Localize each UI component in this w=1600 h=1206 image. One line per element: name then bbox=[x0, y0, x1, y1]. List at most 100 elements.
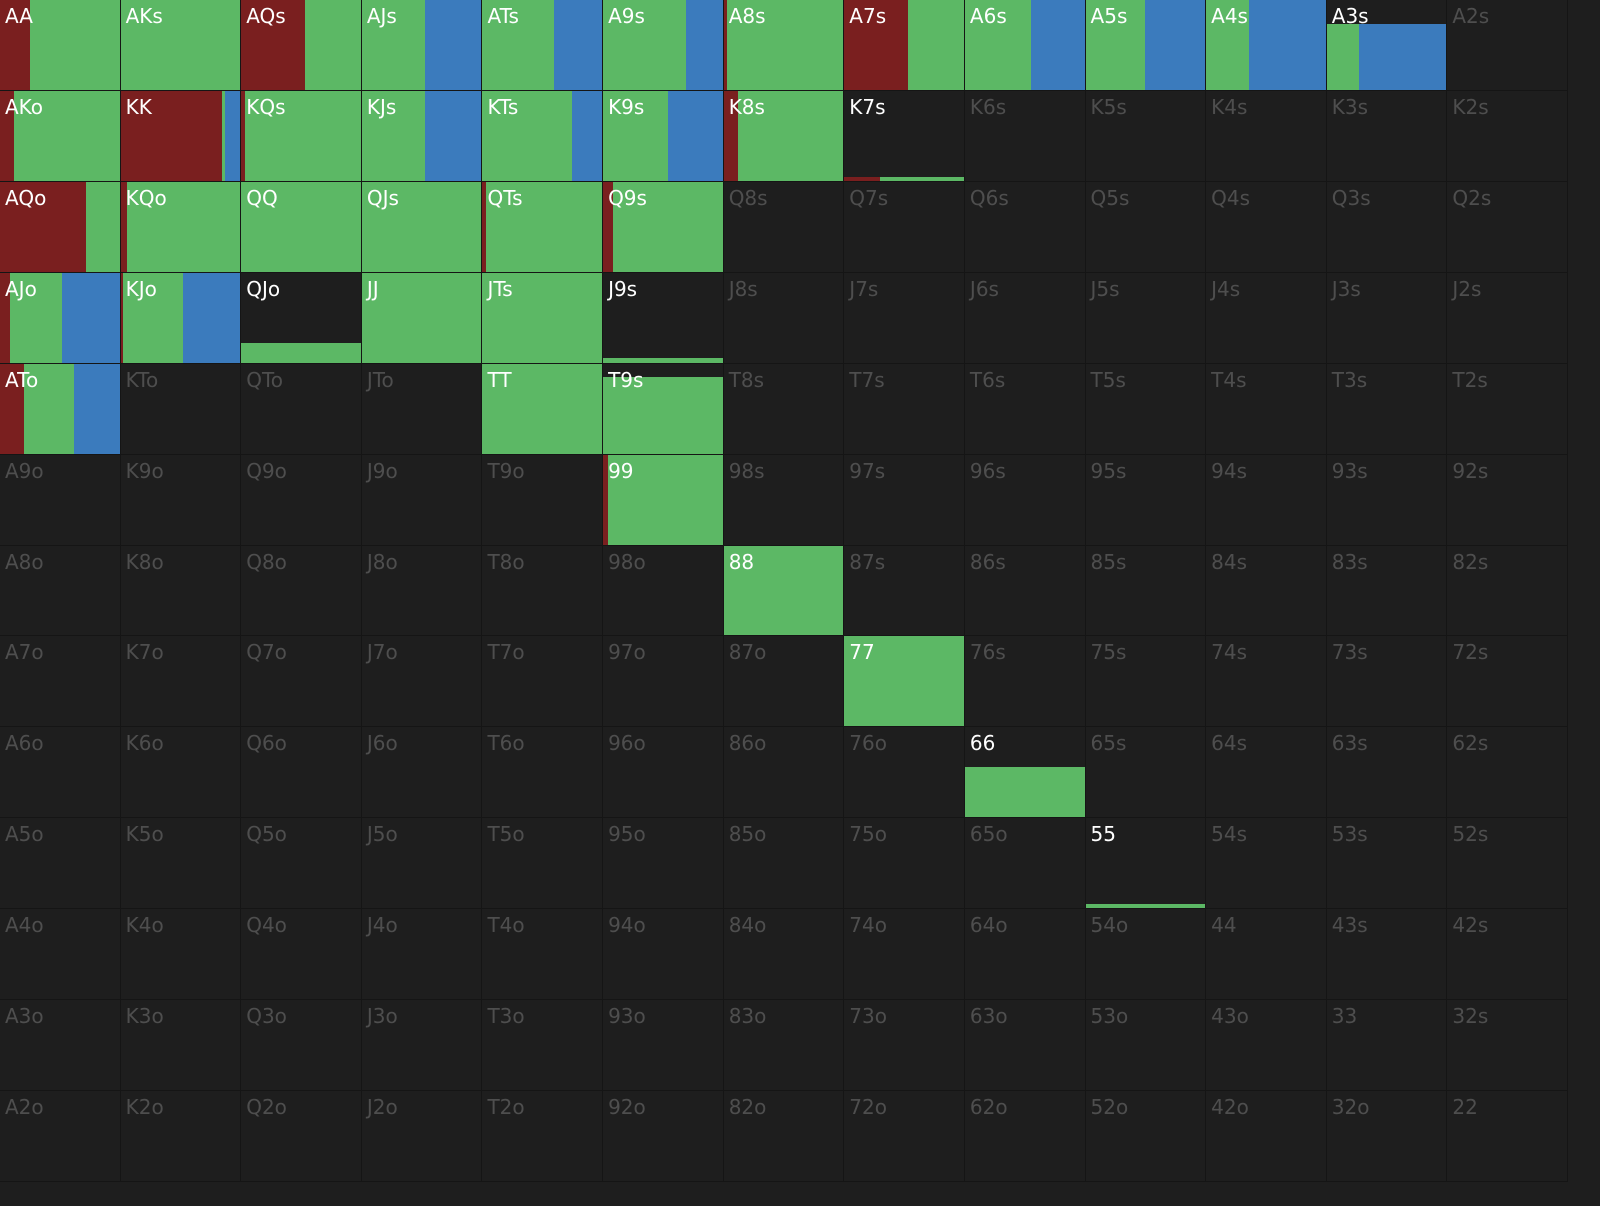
hand-cell-t3s[interactable]: T3s bbox=[1326, 363, 1448, 455]
hand-cell-kqs[interactable]: KQs bbox=[241, 90, 362, 182]
hand-cell-k9s[interactable]: K9s bbox=[603, 90, 724, 182]
hand-cell-kjs[interactable]: KJs bbox=[361, 90, 483, 182]
hand-cell-j4s[interactable]: J4s bbox=[1206, 272, 1327, 364]
hand-cell-84s[interactable]: 84s bbox=[1206, 545, 1327, 637]
hand-cell-t8s[interactable]: T8s bbox=[723, 363, 845, 455]
hand-cell-a4o[interactable]: A4o bbox=[0, 909, 121, 1001]
hand-cell-64o[interactable]: 64o bbox=[964, 909, 1086, 1001]
hand-cell-a6s[interactable]: A6s bbox=[964, 0, 1086, 91]
hand-cell-qjo[interactable]: QJo bbox=[241, 272, 362, 364]
hand-cell-j6s[interactable]: J6s bbox=[964, 272, 1086, 364]
hand-cell-93s[interactable]: 93s bbox=[1326, 454, 1448, 546]
hand-cell-k4o[interactable]: K4o bbox=[120, 909, 242, 1001]
hand-cell-86s[interactable]: 86s bbox=[964, 545, 1086, 637]
hand-cell-qts[interactable]: QTs bbox=[482, 181, 604, 273]
hand-cell-ats[interactable]: ATs bbox=[482, 0, 604, 91]
hand-cell-t6o[interactable]: T6o bbox=[482, 727, 604, 819]
hand-cell-k9o[interactable]: K9o bbox=[120, 454, 242, 546]
hand-cell-k8s[interactable]: K8s bbox=[723, 90, 845, 182]
hand-cell-55[interactable]: 55 bbox=[1085, 818, 1207, 910]
hand-cell-t6s[interactable]: T6s bbox=[964, 363, 1086, 455]
hand-cell-k3o[interactable]: K3o bbox=[120, 1000, 242, 1092]
hand-cell-65o[interactable]: 65o bbox=[964, 818, 1086, 910]
hand-cell-62o[interactable]: 62o bbox=[964, 1091, 1086, 1182]
hand-cell-j7s[interactable]: J7s bbox=[844, 272, 965, 364]
hand-cell-65s[interactable]: 65s bbox=[1085, 727, 1207, 819]
hand-cell-a4s[interactable]: A4s bbox=[1206, 0, 1327, 91]
hand-cell-jts[interactable]: JTs bbox=[482, 272, 604, 364]
hand-cell-q9o[interactable]: Q9o bbox=[241, 454, 362, 546]
hand-cell-t5s[interactable]: T5s bbox=[1085, 363, 1207, 455]
hand-cell-k6o[interactable]: K6o bbox=[120, 727, 242, 819]
hand-cell-q8o[interactable]: Q8o bbox=[241, 545, 362, 637]
hand-cell-k7s[interactable]: K7s bbox=[844, 90, 965, 182]
hand-cell-94o[interactable]: 94o bbox=[603, 909, 724, 1001]
hand-cell-aqo[interactable]: AQo bbox=[0, 181, 121, 273]
hand-cell-q3s[interactable]: Q3s bbox=[1326, 181, 1448, 273]
hand-cell-a3o[interactable]: A3o bbox=[0, 1000, 121, 1092]
hand-cell-92o[interactable]: 92o bbox=[603, 1091, 724, 1182]
hand-cell-52o[interactable]: 52o bbox=[1085, 1091, 1207, 1182]
hand-cell-kk[interactable]: KK bbox=[120, 90, 242, 182]
hand-cell-a9s[interactable]: A9s bbox=[603, 0, 724, 91]
hand-cell-tt[interactable]: TT bbox=[482, 363, 604, 455]
hand-cell-jto[interactable]: JTo bbox=[361, 363, 483, 455]
hand-cell-73o[interactable]: 73o bbox=[844, 1000, 965, 1092]
hand-cell-k5o[interactable]: K5o bbox=[120, 818, 242, 910]
hand-cell-j2s[interactable]: J2s bbox=[1447, 272, 1568, 364]
hand-cell-73s[interactable]: 73s bbox=[1326, 636, 1448, 728]
hand-cell-q5s[interactable]: Q5s bbox=[1085, 181, 1207, 273]
hand-cell-t7s[interactable]: T7s bbox=[844, 363, 965, 455]
hand-cell-j5s[interactable]: J5s bbox=[1085, 272, 1207, 364]
hand-cell-qto[interactable]: QTo bbox=[241, 363, 362, 455]
hand-cell-a2o[interactable]: A2o bbox=[0, 1091, 121, 1182]
hand-cell-63o[interactable]: 63o bbox=[964, 1000, 1086, 1092]
hand-cell-j3s[interactable]: J3s bbox=[1326, 272, 1448, 364]
hand-cell-a6o[interactable]: A6o bbox=[0, 727, 121, 819]
hand-cell-97o[interactable]: 97o bbox=[603, 636, 724, 728]
hand-cell-74o[interactable]: 74o bbox=[844, 909, 965, 1001]
hand-cell-72s[interactable]: 72s bbox=[1447, 636, 1568, 728]
hand-cell-k6s[interactable]: K6s bbox=[964, 90, 1086, 182]
hand-cell-j8o[interactable]: J8o bbox=[361, 545, 483, 637]
hand-cell-k8o[interactable]: K8o bbox=[120, 545, 242, 637]
hand-cell-76s[interactable]: 76s bbox=[964, 636, 1086, 728]
hand-cell-j3o[interactable]: J3o bbox=[361, 1000, 483, 1092]
hand-cell-aqs[interactable]: AQs bbox=[241, 0, 362, 91]
hand-cell-t2o[interactable]: T2o bbox=[482, 1091, 604, 1182]
hand-cell-k4s[interactable]: K4s bbox=[1206, 90, 1327, 182]
hand-cell-88[interactable]: 88 bbox=[723, 545, 845, 637]
hand-cell-42s[interactable]: 42s bbox=[1447, 909, 1568, 1001]
hand-cell-98s[interactable]: 98s bbox=[723, 454, 845, 546]
hand-cell-q9s[interactable]: Q9s bbox=[603, 181, 724, 273]
hand-cell-q6o[interactable]: Q6o bbox=[241, 727, 362, 819]
hand-cell-96o[interactable]: 96o bbox=[603, 727, 724, 819]
hand-cell-95s[interactable]: 95s bbox=[1085, 454, 1207, 546]
hand-cell-kjo[interactable]: KJo bbox=[120, 272, 242, 364]
hand-cell-a5o[interactable]: A5o bbox=[0, 818, 121, 910]
hand-cell-54s[interactable]: 54s bbox=[1206, 818, 1327, 910]
hand-cell-t3o[interactable]: T3o bbox=[482, 1000, 604, 1092]
hand-cell-aks[interactable]: AKs bbox=[120, 0, 242, 91]
hand-cell-52s[interactable]: 52s bbox=[1447, 818, 1568, 910]
hand-cell-j7o[interactable]: J7o bbox=[361, 636, 483, 728]
hand-cell-j4o[interactable]: J4o bbox=[361, 909, 483, 1001]
hand-cell-ajs[interactable]: AJs bbox=[361, 0, 483, 91]
hand-cell-j2o[interactable]: J2o bbox=[361, 1091, 483, 1182]
hand-cell-q2s[interactable]: Q2s bbox=[1447, 181, 1568, 273]
hand-cell-t4s[interactable]: T4s bbox=[1206, 363, 1327, 455]
hand-cell-kto[interactable]: KTo bbox=[120, 363, 242, 455]
hand-cell-53o[interactable]: 53o bbox=[1085, 1000, 1207, 1092]
hand-cell-32o[interactable]: 32o bbox=[1326, 1091, 1448, 1182]
hand-cell-63s[interactable]: 63s bbox=[1326, 727, 1448, 819]
hand-cell-84o[interactable]: 84o bbox=[723, 909, 845, 1001]
hand-cell-q7o[interactable]: Q7o bbox=[241, 636, 362, 728]
hand-cell-jj[interactable]: JJ bbox=[361, 272, 483, 364]
hand-cell-76o[interactable]: 76o bbox=[844, 727, 965, 819]
hand-cell-98o[interactable]: 98o bbox=[603, 545, 724, 637]
hand-cell-22[interactable]: 22 bbox=[1447, 1091, 1568, 1182]
hand-cell-53s[interactable]: 53s bbox=[1326, 818, 1448, 910]
hand-cell-a5s[interactable]: A5s bbox=[1085, 0, 1207, 91]
hand-cell-43o[interactable]: 43o bbox=[1206, 1000, 1327, 1092]
hand-cell-94s[interactable]: 94s bbox=[1206, 454, 1327, 546]
